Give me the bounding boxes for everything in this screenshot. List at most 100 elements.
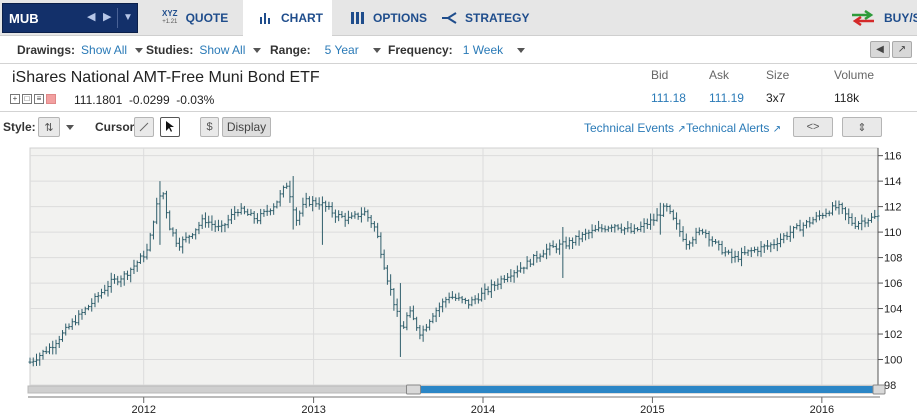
document-icon[interactable]: ≡: [34, 94, 44, 104]
studies-dropdown[interactable]: Studies: Show All: [146, 43, 262, 57]
ohlc-bar: [281, 185, 285, 198]
display-button[interactable]: Display: [222, 117, 271, 137]
ohlc-bar: [125, 270, 129, 280]
volume-column: Volume 118k: [834, 68, 874, 105]
ohlc-bar: [613, 223, 617, 233]
ohlc-bar: [606, 225, 610, 232]
ohlc-bar: [753, 246, 757, 253]
ohlc-bar: [571, 237, 575, 250]
ohlc-bar: [603, 225, 607, 233]
ohlc-bar: [119, 275, 123, 288]
ohlc-bar: [766, 240, 770, 250]
ohlc-bar: [431, 312, 435, 324]
buy-sell-label: BUY/SE: [884, 11, 917, 25]
symbol-selector[interactable]: MUB ◀ ▶ ▼: [2, 3, 138, 33]
ohlc-bar: [34, 353, 38, 366]
ohlc-bar: [548, 242, 552, 256]
ohlc-bar: [343, 212, 347, 227]
price-chart-svg[interactable]: 98 100 102 104 106 108 110 112 114 116 2012 2013 201…: [0, 142, 917, 419]
symbol-dropdown-icon[interactable]: ▼: [123, 12, 133, 23]
ohlc-bar: [746, 249, 750, 257]
x-tick-label: 2014: [471, 404, 495, 416]
ohlc-bar: [112, 274, 116, 284]
technical-alerts-label: Technical Alerts: [686, 121, 770, 135]
ohlc-bar: [402, 321, 406, 329]
ohlc-bar: [658, 202, 662, 235]
popout-icon[interactable]: ↗: [892, 41, 912, 58]
bar-chart-icon: [259, 12, 273, 24]
ohlc-bar: [870, 212, 874, 223]
ohlc-bar: [70, 318, 74, 330]
ohlc-bar: [795, 223, 799, 230]
drawings-dropdown[interactable]: Drawings: Show All: [17, 43, 144, 57]
expand-icon[interactable]: +: [10, 94, 20, 104]
technical-events-link[interactable]: Technical Events ↗: [584, 121, 686, 135]
ohlc-bar: [132, 259, 136, 275]
x-tick-label: 2013: [301, 404, 325, 416]
navigator-left-handle[interactable]: [405, 384, 421, 395]
range-label: Range:: [270, 43, 311, 57]
ohlc-bar: [93, 293, 97, 308]
ohlc-bar: [116, 275, 120, 286]
ohlc-bar: [863, 217, 867, 228]
tab-chart[interactable]: CHART: [243, 0, 332, 36]
previous-symbol-icon[interactable]: ◀: [87, 11, 96, 23]
ohlc-bar: [366, 209, 370, 222]
frequency-dropdown[interactable]: Frequency: 1 Week: [388, 43, 526, 57]
ohlc-bar: [649, 213, 653, 230]
tab-strategy[interactable]: STRATEGY: [441, 0, 529, 36]
symbol-label: MUB: [9, 11, 39, 26]
ohlc-bar: [203, 212, 207, 228]
ohlc-bar: [759, 241, 763, 257]
next-symbol-icon[interactable]: ▶: [103, 11, 112, 23]
ohlc-bar: [535, 250, 539, 263]
ohlc-bar: [837, 200, 841, 215]
ohlc-bar: [483, 283, 487, 300]
cursor-crosshair-button[interactable]: [134, 117, 154, 137]
navigator-right-handle[interactable]: [872, 384, 886, 395]
chart-controls-row: Drawings: Show All Studies: Show All Range…: [0, 36, 917, 64]
symbol-divider: [117, 8, 118, 28]
arrow-cursor-icon: [166, 121, 174, 132]
dollar-button[interactable]: $: [200, 117, 219, 137]
collapse-icon[interactable]: ◀: [870, 41, 890, 58]
ohlc-bar: [486, 286, 490, 296]
buy-sell-button[interactable]: BUY/SE: [850, 0, 917, 36]
plot-area: [29, 147, 879, 386]
price-chart[interactable]: 98 100 102 104 106 108 110 112 114 116 2012 2013 201…: [0, 142, 917, 419]
ohlc-bar: [811, 216, 815, 225]
tab-chart-label: CHART: [281, 11, 323, 25]
chevron-down-icon: [135, 48, 144, 54]
tab-options[interactable]: OPTIONS: [351, 0, 427, 36]
cursor-pointer-button[interactable]: [160, 117, 180, 137]
ohlc-bar: [558, 239, 562, 255]
ohlc-bar: [298, 210, 302, 226]
expand-horizontal-button[interactable]: <>: [793, 117, 833, 137]
technical-alerts-link[interactable]: Technical Alerts ↗: [686, 121, 781, 135]
ohlc-bar: [444, 296, 448, 308]
ohlc-bar: [567, 237, 571, 250]
ohlc-bar: [720, 240, 724, 255]
ohlc-bar: [551, 240, 555, 248]
ohlc-bar: [866, 218, 870, 227]
style-dropdown-icon[interactable]: [66, 125, 74, 130]
ohlc-bar: [369, 214, 373, 228]
chevron-down-icon: [517, 48, 526, 54]
ohlc-bar: [233, 206, 237, 220]
y-tick-label: 108: [884, 253, 902, 265]
alert-flag-icon[interactable]: [46, 94, 56, 104]
ohlc-bar: [714, 238, 718, 245]
detail-icon[interactable]: □: [22, 94, 32, 104]
expand-vertical-button[interactable]: ⇕: [842, 117, 882, 137]
y-tick-label: 98: [884, 380, 896, 392]
ohlc-bar: [850, 213, 854, 226]
ohlc-bar: [502, 275, 506, 283]
range-dropdown[interactable]: Range: 5 Year: [270, 43, 381, 57]
tab-quote[interactable]: XYZ +1.21 QUOTE: [162, 0, 228, 36]
ohlc-bar: [109, 272, 113, 293]
chevron-down-icon: [372, 48, 381, 54]
style-button[interactable]: ⇅: [38, 117, 60, 137]
ask-value: 111.19: [709, 91, 744, 105]
ohlc-bar: [460, 295, 464, 304]
ohlc-bar: [327, 201, 331, 210]
